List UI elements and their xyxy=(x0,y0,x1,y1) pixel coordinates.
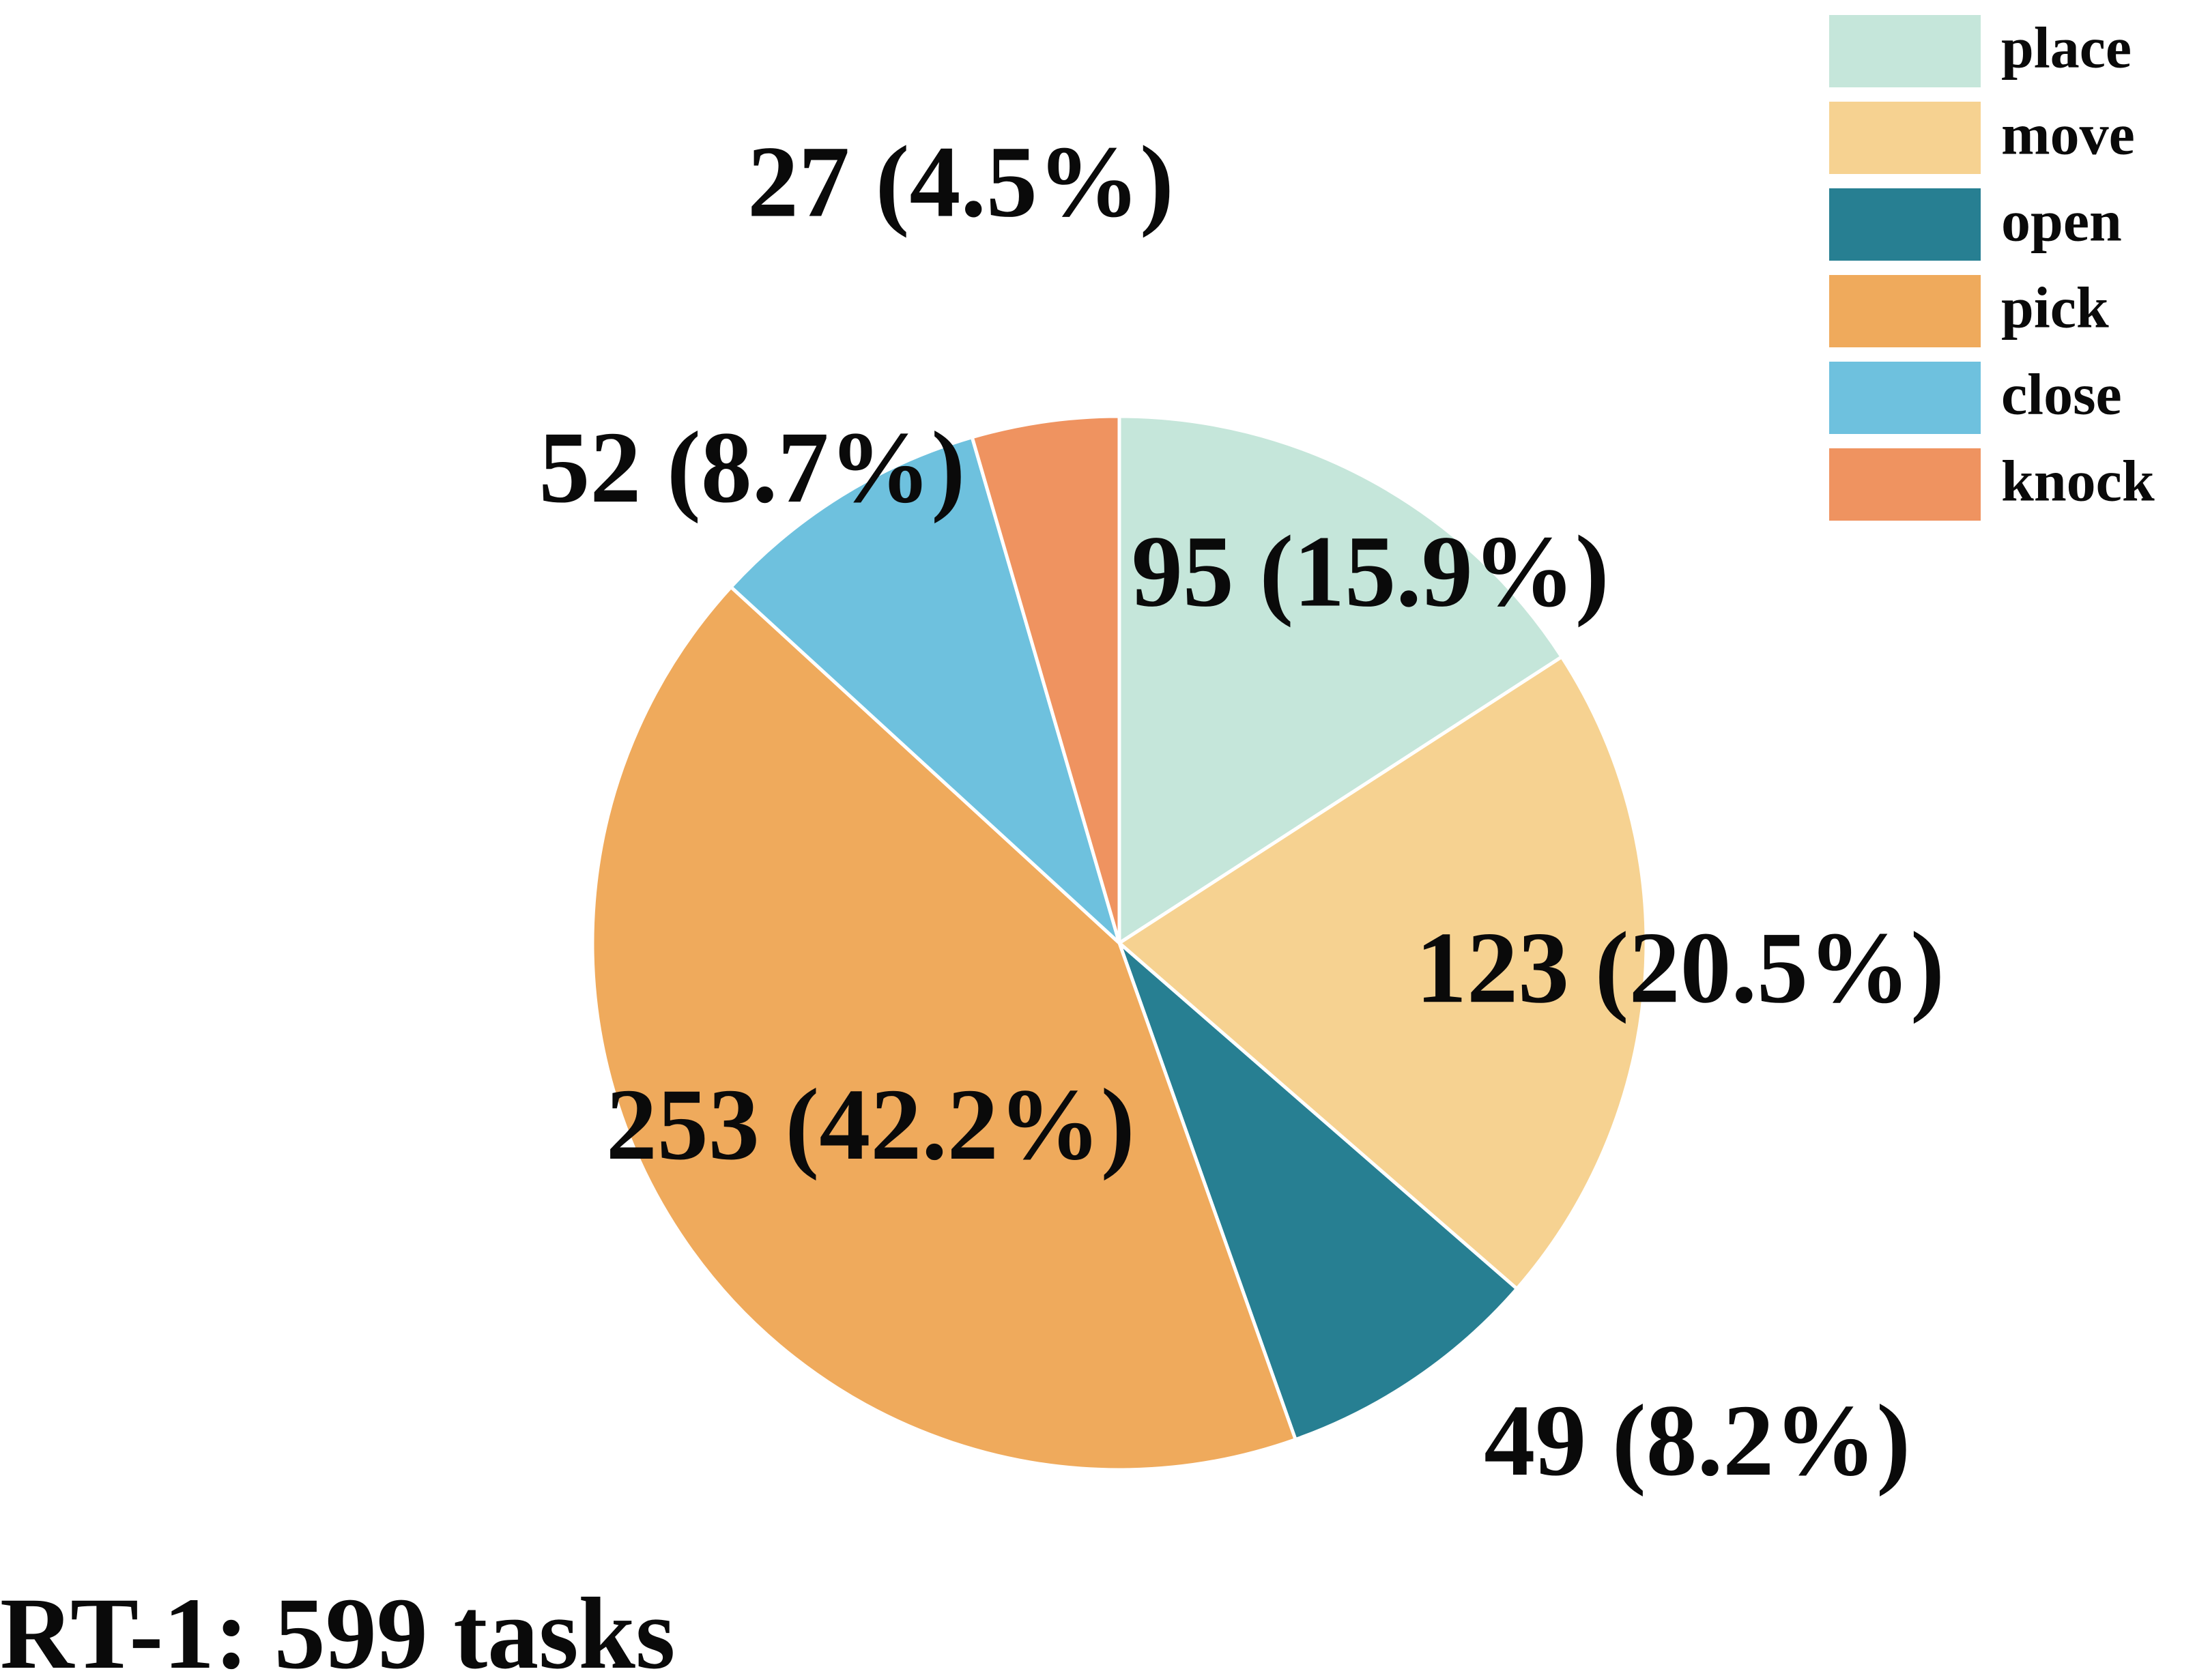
legend-swatch-move xyxy=(1829,102,1981,174)
pie-slice-move xyxy=(1117,655,1648,1291)
legend-swatch-open xyxy=(1829,188,1981,261)
pie-slices xyxy=(590,414,1648,1472)
legend-label-place: place xyxy=(2001,15,2132,81)
slice-label-pick: 253 (42.2%) xyxy=(606,1068,1135,1181)
pie-slice-open xyxy=(1117,941,1519,1442)
slice-label-move: 123 (20.5%) xyxy=(1416,911,1945,1024)
pie-slice-pick xyxy=(590,585,1297,1472)
legend-label-move: move xyxy=(2001,102,2135,167)
pie-slice-knock xyxy=(970,414,1121,945)
pie-slice-close xyxy=(729,435,1121,945)
legend-swatch-place xyxy=(1829,15,1981,87)
chart-title: RT-1: 599 tasks xyxy=(0,1577,675,1680)
legend: place move open pick close knock xyxy=(1829,15,2155,521)
legend-label-close: close xyxy=(2001,362,2122,427)
pie-slice-place xyxy=(1117,414,1564,945)
slice-labels: 95 (15.9%) 123 (20.5%) 49 (8.2%) 253 (42.2%… xyxy=(539,125,1945,1497)
legend-label-open: open xyxy=(2001,188,2122,254)
legend-swatch-close xyxy=(1829,362,1981,434)
slice-label-place: 95 (15.9%) xyxy=(1132,515,1609,628)
legend-label-knock: knock xyxy=(2001,448,2155,514)
slice-label-open: 49 (8.2%) xyxy=(1484,1384,1910,1497)
legend-label-pick: pick xyxy=(2001,275,2109,341)
legend-swatch-pick xyxy=(1829,275,1981,347)
legend-swatch-knock xyxy=(1829,448,1981,521)
slice-label-knock: 27 (4.5%) xyxy=(747,125,1174,238)
slice-label-close: 52 (8.7%) xyxy=(539,411,965,524)
